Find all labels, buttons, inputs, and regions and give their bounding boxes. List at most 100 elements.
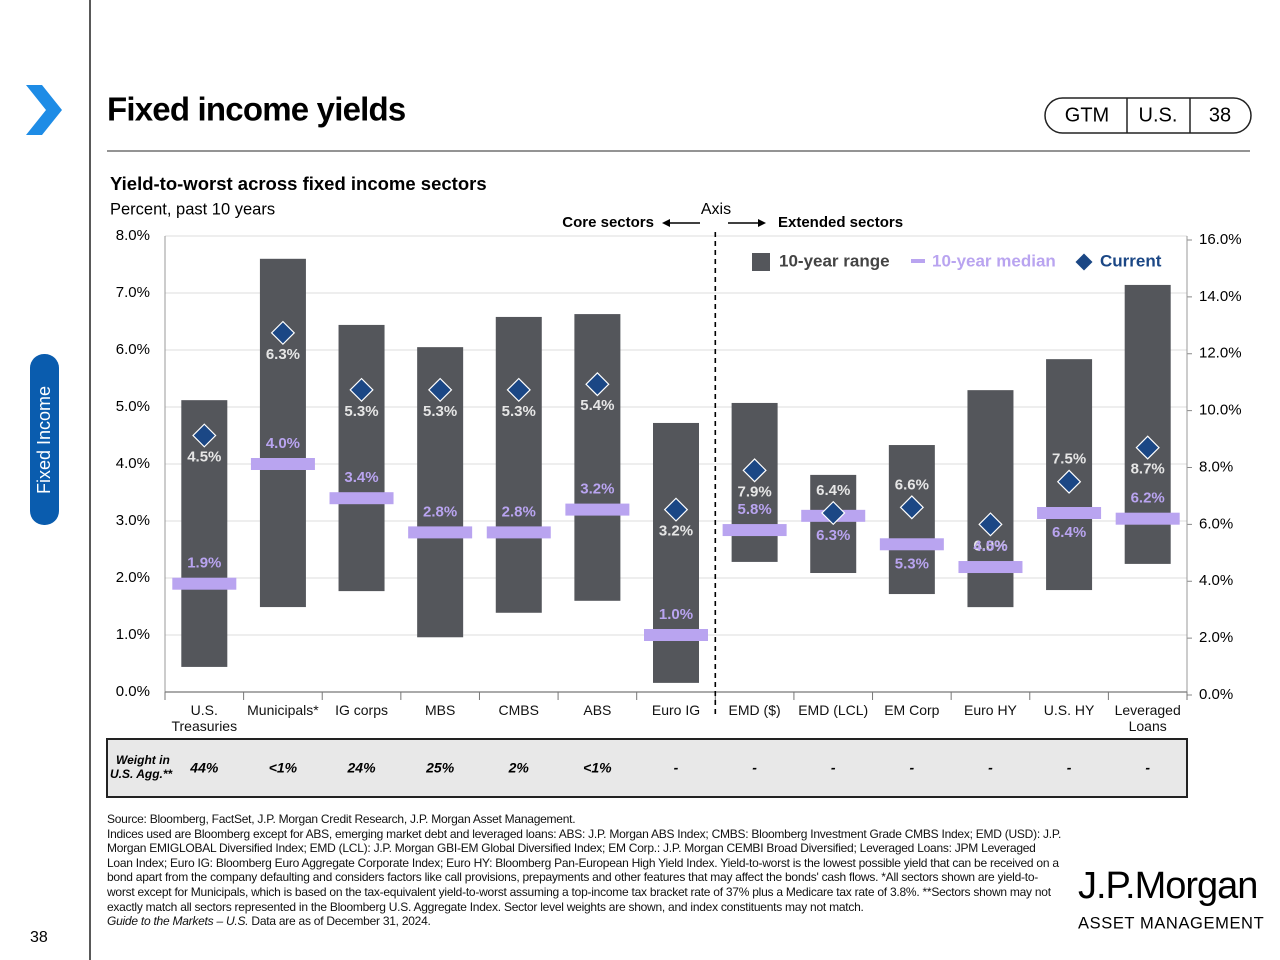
badge: [1044, 97, 1252, 134]
median-bar: [172, 577, 237, 590]
current-label: 6.0%: [973, 537, 1007, 554]
badge-text: GTM: [1065, 104, 1109, 126]
x-tick-label: Municipals*: [247, 702, 319, 718]
index-note: Indices used are Bloomberg except for AB…: [107, 826, 1062, 914]
x-tick-label: U.S. Treasuries: [171, 702, 238, 734]
range-bar: [338, 324, 385, 592]
weight-value: <1%: [583, 760, 612, 776]
logo-sub: ASSET MANAGEMENT: [1078, 914, 1264, 932]
weight-value: -: [910, 760, 915, 776]
median-bar: [722, 524, 787, 537]
legend-swatch: [911, 259, 925, 263]
current-label: 6.3%: [266, 346, 300, 363]
current-marker: [192, 423, 217, 448]
legend-swatch: [752, 253, 770, 271]
x-tick-label: Euro HY: [963, 702, 1017, 718]
current-label: 3.2%: [659, 523, 693, 540]
weight-value: -: [1145, 760, 1150, 776]
x-tick-label: Leveraged Loans: [1114, 702, 1181, 734]
current-label: 6.4%: [816, 482, 850, 499]
arrow-head: [758, 219, 766, 227]
weight-value: -: [831, 760, 836, 776]
weights-box: [106, 738, 1188, 798]
median-label: 6.4%: [1052, 524, 1086, 541]
weight-value: 25%: [425, 760, 455, 776]
median-bar: [1037, 507, 1102, 519]
median-label: 6.3%: [816, 527, 850, 544]
weight-value: 24%: [347, 760, 377, 776]
y-tick-label: 7.0%: [116, 284, 150, 301]
range-bar: [653, 422, 699, 683]
current-marker: [349, 377, 374, 403]
chevron-icon: [26, 85, 62, 135]
weight-value: 2%: [508, 760, 530, 776]
weights-label-line: Weight in: [116, 753, 170, 767]
current-marker: [742, 458, 767, 483]
current-marker: [1056, 469, 1082, 494]
range-bar: [888, 445, 935, 595]
current-label: 6.6%: [895, 476, 929, 493]
current-label: 5.3%: [344, 403, 378, 420]
y-tick-label: 0.0%: [116, 683, 150, 700]
current-marker: [663, 497, 689, 522]
legend-label: 10-year median: [932, 251, 1056, 270]
current-label: 7.5%: [1052, 451, 1086, 468]
median-label: 4.5%: [973, 538, 1007, 555]
median-label: 2.8%: [502, 503, 536, 520]
range-bar: [495, 316, 542, 613]
logo-name: J.P.Morgan: [1078, 865, 1257, 907]
legend-swatch: [1075, 253, 1093, 271]
y-tick-label: 4.0%: [116, 455, 150, 472]
current-marker: [427, 377, 453, 403]
side-tab: [30, 354, 59, 525]
median-bar: [644, 629, 708, 641]
median-bar: [879, 538, 944, 551]
badge-text: U.S.: [1139, 104, 1178, 126]
weight-value: 44%: [189, 760, 219, 776]
source-note: Source: Bloomberg, FactSet, J.P. Morgan …: [107, 812, 576, 826]
badge-text: 38: [1209, 104, 1231, 126]
weight-value: <1%: [269, 760, 298, 776]
median-label: 2.8%: [423, 503, 457, 520]
median-bar: [250, 458, 315, 470]
median-label: 5.8%: [738, 501, 772, 518]
x-tick-label: MBS: [424, 702, 456, 718]
y-tick-label: 8.0%: [116, 227, 150, 244]
side-tab-label: Fixed Income: [34, 386, 54, 494]
median-label: 1.0%: [659, 606, 693, 623]
x-tick-label: EM Corp: [884, 702, 940, 718]
current-marker: [270, 320, 296, 346]
y-tick-label: 6.0%: [116, 341, 150, 358]
footnotes: Source: Bloomberg, FactSet, J.P. Morgan …: [107, 812, 1062, 929]
median-bar: [329, 492, 394, 505]
x-tick-label: Euro IG: [651, 702, 701, 718]
median-label: 3.2%: [580, 481, 614, 498]
current-marker: [506, 377, 531, 403]
y2-tick-label: 4.0%: [1199, 572, 1233, 589]
y2-tick-label: 14.0%: [1199, 288, 1242, 305]
legend-label: Current: [1100, 251, 1162, 270]
chart-subtitle: Percent, past 10 years: [110, 200, 275, 218]
arrow-head: [662, 219, 670, 227]
current-marker: [978, 512, 1003, 537]
median-bar: [486, 526, 551, 539]
current-marker: [585, 372, 610, 397]
current-label: 4.5%: [187, 448, 221, 465]
y-tick-label: 1.0%: [116, 626, 150, 643]
y2-tick-label: 0.0%: [1199, 686, 1233, 703]
median-bar: [958, 561, 1023, 574]
y2-tick-label: 16.0%: [1199, 231, 1242, 248]
median-label: 3.4%: [344, 469, 378, 486]
weight-value: -: [988, 760, 993, 776]
slide-title: Fixed income yields: [107, 91, 405, 128]
x-tick-label: EMD (LCL): [798, 702, 869, 718]
current-label: 8.7%: [1131, 461, 1165, 478]
weights-label-line: U.S. Agg.**: [110, 767, 174, 781]
median-label: 6.2%: [1131, 490, 1165, 507]
y2-tick-label: 10.0%: [1199, 402, 1242, 419]
weight-value: -: [674, 760, 679, 776]
current-label: 5.3%: [423, 403, 457, 420]
core-label: Core sectors: [562, 214, 654, 231]
divider-label: Axis: [701, 201, 731, 218]
